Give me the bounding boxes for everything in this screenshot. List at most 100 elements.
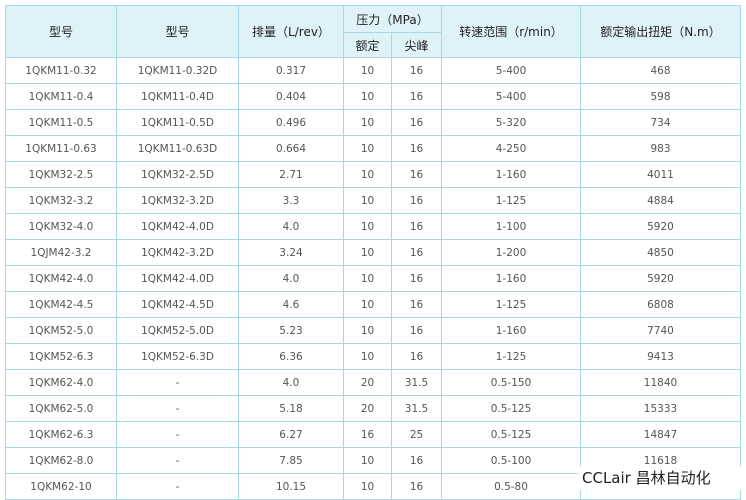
table-cell: 4.0 (238, 265, 344, 292)
table-cell: 734 (580, 109, 741, 136)
table-cell: 1QKM42-4.0 (5, 265, 117, 292)
table-row: 1QJM42-3.2 1QKM42-3.2D 3.24 10 16 1-200 4850 (5, 239, 741, 266)
table-cell: 0.496 (238, 109, 344, 136)
table-cell: 10 (343, 213, 392, 240)
table-cell: 1QKM11-0.5 (5, 109, 117, 136)
table-cell: 1QKM62-4.0 (5, 369, 117, 396)
table-cell: 16 (391, 291, 442, 318)
table-cell: 10 (343, 473, 392, 500)
watermark: CCLair 昌林自动化 (578, 466, 742, 490)
table-cell: 7740 (580, 317, 741, 344)
table-cell: 20 (343, 369, 392, 396)
table-cell: 4850 (580, 239, 741, 266)
table-cell: 31.5 (391, 395, 442, 422)
table-cell: 3.3 (238, 187, 344, 214)
table-cell: 1QKM62-10 (5, 473, 117, 500)
table-cell: 4011 (580, 161, 741, 188)
table-cell: 1-160 (441, 161, 581, 188)
table-cell: 14847 (580, 421, 741, 448)
table-row: 1QKM62-5.0-5.18 20 31.5 0.5-125 15333 (5, 395, 741, 422)
table-row: 1QKM62-6.3-6.27 16 25 0.5-125 14847 (5, 421, 741, 448)
table-cell: 4.6 (238, 291, 344, 318)
table-cell: 1QKM32-2.5D (116, 161, 239, 188)
table-cell: 16 (391, 447, 442, 474)
table-cell: 1-125 (441, 343, 581, 370)
table-cell: 1QKM42-3.2D (116, 239, 239, 266)
table-cell: 16 (391, 57, 442, 84)
table-row: 1QKM42-4.5 1QKM42-4.5D 4.6 10 16 1-125 6808 (5, 291, 741, 318)
table-cell: 16 (391, 473, 442, 500)
table-cell: 0.317 (238, 57, 344, 84)
table-cell: 1-160 (441, 317, 581, 344)
table-cell: 1QKM11-0.4D (116, 83, 239, 110)
table-row: 1QKM32-2.5 1QKM32-2.5D 2.71 10 16 1-160 4011 (5, 161, 741, 188)
table-cell: - (116, 473, 239, 500)
table-cell: 0.5-150 (441, 369, 581, 396)
table-cell: 1-125 (441, 187, 581, 214)
table-cell: 25 (391, 421, 442, 448)
table-cell: 1QKM32-4.0 (5, 213, 117, 240)
table-cell: 16 (391, 239, 442, 266)
table-cell: 1QKM11-0.32D (116, 57, 239, 84)
table-cell: 4884 (580, 187, 741, 214)
table-cell: 6.27 (238, 421, 344, 448)
table-cell: 0.5-125 (441, 395, 581, 422)
table-cell: 11840 (580, 369, 741, 396)
table-row: 1QKM32-3.2 1QKM32-3.2D 3.3 10 16 1-125 4884 (5, 187, 741, 214)
table-cell: 598 (580, 83, 741, 110)
table-cell: 6.36 (238, 343, 344, 370)
table-cell: 16 (391, 135, 442, 162)
table-cell: 1QKM42-4.5D (116, 291, 239, 318)
table-cell: 0.5-80 (441, 473, 581, 500)
table-row: 1QKM32-4.0 1QKM42-4.0D 4.0 10 16 1-100 5920 (5, 213, 741, 240)
table-cell: 10 (343, 239, 392, 266)
table-cell: - (116, 395, 239, 422)
header-cell: 型号 (5, 5, 117, 58)
table-cell: 4.0 (238, 369, 344, 396)
table-cell: 2.71 (238, 161, 344, 188)
table-cell: 1-125 (441, 291, 581, 318)
table-cell: 1QKM62-6.3 (5, 421, 117, 448)
table-row: 1QKM62-4.0-4.0 20 31.5 0.5-150 11840 (5, 369, 741, 396)
table-cell: 1QKM62-8.0 (5, 447, 117, 474)
table-cell: 4.0 (238, 213, 344, 240)
table-cell: 1QKM42-4.5 (5, 291, 117, 318)
table-cell: 10 (343, 317, 392, 344)
table-cell: 20 (343, 395, 392, 422)
table-cell: 1QKM52-5.0D (116, 317, 239, 344)
table-cell: 468 (580, 57, 741, 84)
table-row: 1QKM11-0.4 1QKM11-0.4D 0.404 10 16 5-400 598 (5, 83, 741, 110)
table-row: 1QKM11-0.32 1QKM11-0.32D 0.317 10 16 5-400 468 (5, 57, 741, 84)
table-cell: 1QKM11-0.5D (116, 109, 239, 136)
table-cell: 16 (391, 213, 442, 240)
table-cell: 10 (343, 265, 392, 292)
table-cell: 10 (343, 83, 392, 110)
table-cell: 1QKM11-0.32 (5, 57, 117, 84)
table-cell: 15333 (580, 395, 741, 422)
table-body: 1QKM11-0.32 1QKM11-0.32D 0.317 10 16 5-400 468… (5, 57, 741, 500)
table-cell: 983 (580, 135, 741, 162)
table-cell: 4-250 (441, 135, 581, 162)
table-cell: 0.664 (238, 135, 344, 162)
table-cell: - (116, 421, 239, 448)
table-row: 1QKM11-0.5 1QKM11-0.5D 0.496 10 16 5-320 734 (5, 109, 741, 136)
table-cell: 1-200 (441, 239, 581, 266)
table-cell: 1QKM52-6.3 (5, 343, 117, 370)
table-cell: 10.15 (238, 473, 344, 500)
spec-table: 型号 型号 排量（L/rev） 压力（MPa） 转速范围（r/min） 额定输出… (5, 5, 741, 500)
table-row: 1QKM52-5.0 1QKM52-5.0D 5.23 10 16 1-160 7740 (5, 317, 741, 344)
table-cell: 7.85 (238, 447, 344, 474)
table-cell: 16 (343, 421, 392, 448)
table-cell: 10 (343, 135, 392, 162)
table-cell: 16 (391, 343, 442, 370)
table-cell: 16 (391, 317, 442, 344)
table-cell: 10 (343, 109, 392, 136)
table-cell: 0.5-100 (441, 447, 581, 474)
table-cell: 6808 (580, 291, 741, 318)
table-cell: 16 (391, 161, 442, 188)
table-cell: 10 (343, 291, 392, 318)
table-cell: 5920 (580, 213, 741, 240)
table-cell: 5.18 (238, 395, 344, 422)
header-cell: 尖峰 (391, 32, 442, 58)
table-cell: 1QKM11-0.4 (5, 83, 117, 110)
